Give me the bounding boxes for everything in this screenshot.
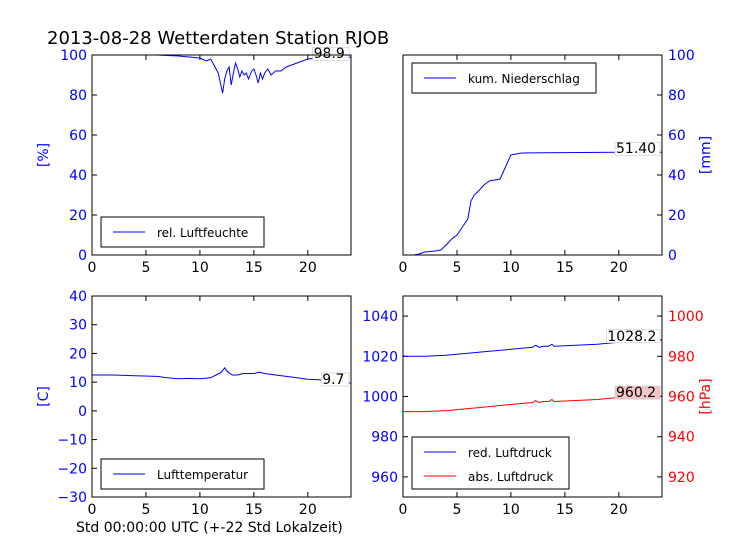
y-axis-label: [mm] [698, 136, 714, 174]
x-tick-label: 5 [141, 260, 150, 276]
x-tick-label: 0 [88, 502, 97, 518]
last-value-label: 51.40 [616, 141, 656, 157]
figure-title: 2013-08-28 Wetterdaten Station RJOB [47, 28, 389, 49]
axes-frame [402, 54, 663, 256]
x-tick-label: 5 [141, 502, 150, 518]
y-tick-label: −10 [57, 433, 87, 449]
last-value-label: 960.2 [616, 385, 656, 401]
panel-1: 0 5 10 15 20 0 20 40 60 80 100 [%] 98.9 rel. Luftfeuc… [36, 46, 352, 276]
last-value-box [614, 141, 661, 156]
series-line-rel--luftfeuchte [92, 55, 351, 94]
panel-3: 0 5 10 15 20 −30 −20 −10 0 10 20 30 40 [C] 9.7 Lufttemp… [36, 289, 352, 518]
last-value-label: 9.7 [322, 372, 344, 388]
y-tick-label: 980 [371, 430, 398, 446]
x-tick-label: 5 [452, 260, 461, 276]
y-tick-label: 1040 [362, 309, 398, 325]
series-line-red--luftdruck [403, 339, 662, 357]
x-tick-label: 15 [556, 502, 574, 518]
y-tick-label: 60 [69, 128, 87, 144]
last-value-box [606, 329, 661, 344]
series-line-kum--niederschlag [403, 151, 662, 255]
axes-frame [402, 295, 663, 498]
x-tick-label: 15 [245, 260, 263, 276]
x-tick-label: 15 [245, 502, 263, 518]
y-tick-label: 80 [69, 88, 87, 104]
y-tick-label: 1020 [362, 349, 398, 365]
y-tick-label: 40 [69, 289, 87, 305]
x-tick-label: 0 [88, 260, 97, 276]
y-axis-label: [%] [36, 143, 52, 167]
y-tick-label: 30 [69, 318, 87, 334]
y-right-tick-label: 80 [668, 88, 686, 104]
y-right-tick-label: 1000 [668, 309, 704, 325]
x-tick-label: 10 [191, 260, 209, 276]
last-value-box [320, 372, 350, 387]
axes-frame [91, 295, 352, 498]
x-tick-label: 20 [610, 502, 628, 518]
legend-label: abs. Luftdruck [468, 470, 553, 484]
axes-frame [91, 54, 352, 256]
last-value-label: 1028.2 [607, 329, 656, 345]
panel-2: 0 5 10 15 20 0 20 40 60 80 100 [mm] 51.40 kum. Nieder… [399, 48, 714, 276]
last-value-box [312, 46, 350, 61]
y-right-tick-label: 920 [668, 470, 695, 486]
legend-label: rel. Luftfeuchte [157, 226, 248, 240]
y-tick-label: 20 [69, 208, 87, 224]
y-right-tick-label: 100 [668, 48, 695, 64]
y-right-tick-label: 40 [668, 168, 686, 184]
y-right-tick-label: 980 [668, 349, 695, 365]
y-tick-label: 10 [69, 375, 87, 391]
legend-label: red. Luftdruck [468, 446, 552, 460]
series-line-abs--luftdruck [403, 395, 662, 413]
series-line-lufttemperatur [92, 366, 351, 384]
panel-4: 0 5 10 15 20 960 980 1000 1020 1040 920 940 960 980 10… [362, 295, 714, 518]
x-tick-label: 20 [299, 502, 317, 518]
y-tick-label: 0 [78, 404, 87, 420]
y-axis-label: [C] [36, 386, 52, 407]
y-axis-label: [hPa] [698, 378, 714, 414]
x-tick-label: 10 [502, 260, 520, 276]
legend-label: kum. Niederschlag [468, 72, 580, 86]
legend-label: Lufttemperatur [157, 468, 248, 482]
y-tick-label: −30 [57, 490, 87, 506]
y-tick-label: 0 [78, 248, 87, 264]
x-axis-label: Std 00:00:00 UTC (+-22 Std Lokalzeit) [76, 520, 343, 536]
last-value-label: 98.9 [314, 46, 345, 62]
y-right-tick-label: 960 [668, 390, 695, 406]
last-value-box [614, 385, 661, 400]
y-tick-label: 960 [371, 470, 398, 486]
y-tick-label: 100 [60, 48, 87, 64]
x-tick-label: 0 [399, 502, 408, 518]
y-right-tick-label: 940 [668, 430, 695, 446]
y-right-tick-label: 20 [668, 208, 686, 224]
y-tick-label: −20 [57, 461, 87, 477]
legend-box [411, 436, 570, 490]
y-tick-label: 20 [69, 346, 87, 362]
y-right-tick-label: 0 [668, 248, 677, 264]
x-tick-label: 0 [399, 260, 408, 276]
x-tick-label: 5 [452, 502, 461, 518]
y-tick-label: 1000 [362, 390, 398, 406]
x-tick-label: 15 [556, 260, 574, 276]
x-tick-label: 20 [299, 260, 317, 276]
y-tick-label: 40 [69, 168, 87, 184]
x-tick-label: 10 [502, 502, 520, 518]
x-tick-label: 10 [191, 502, 209, 518]
y-right-tick-label: 60 [668, 128, 686, 144]
x-tick-label: 20 [610, 260, 628, 276]
